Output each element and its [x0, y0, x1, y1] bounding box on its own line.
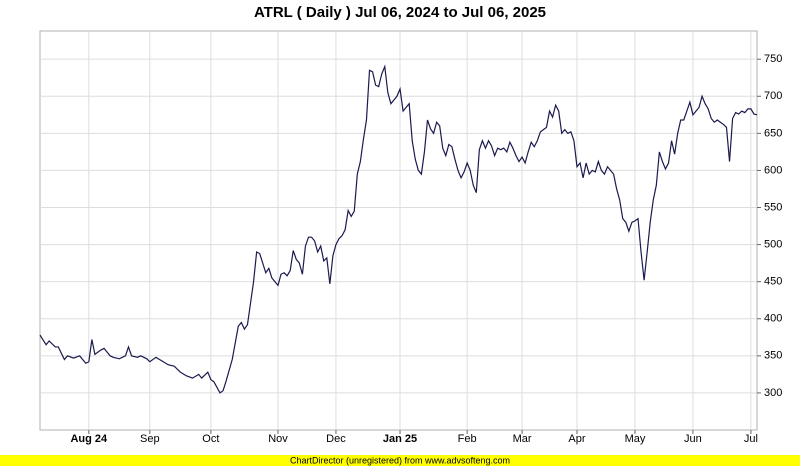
y-tick-label: 350 — [764, 350, 782, 362]
price-line — [39, 64, 758, 394]
x-tick-label: Jul — [744, 433, 758, 445]
x-tick-label: Nov — [268, 433, 288, 445]
x-tick-label: Jun — [684, 433, 702, 445]
y-tick-label: 450 — [764, 276, 782, 288]
y-tick-label: 750 — [764, 53, 782, 65]
x-tick-label: Jan 25 — [383, 433, 417, 445]
footer: ChartDirector (unregistered) from www.ad… — [290, 455, 510, 465]
x-tick-label: Sep — [140, 433, 160, 445]
x-tick-label: Apr — [568, 433, 585, 445]
y-tick-label: 400 — [764, 313, 782, 325]
y-tick-label: 300 — [764, 387, 782, 399]
chart-title: ATRL ( Daily ) Jul 06, 2024 to Jul 06, 2… — [254, 4, 546, 21]
y-tick-label: 500 — [764, 238, 782, 250]
y-tick-label: 550 — [764, 201, 782, 213]
plot-area — [39, 30, 758, 431]
y-tick-label: 650 — [764, 127, 782, 139]
x-tick-label: Aug 24 — [70, 433, 108, 445]
x-tick-label: May — [625, 433, 646, 445]
y-tick-label: 700 — [764, 90, 782, 102]
x-tick-label: Dec — [326, 433, 346, 445]
x-tick-label: Oct — [202, 433, 219, 445]
x-tick-label: Feb — [458, 433, 477, 445]
x-tick-label: Mar — [513, 433, 532, 445]
footer-bar — [0, 455, 800, 466]
y-tick-label: 600 — [764, 164, 782, 176]
